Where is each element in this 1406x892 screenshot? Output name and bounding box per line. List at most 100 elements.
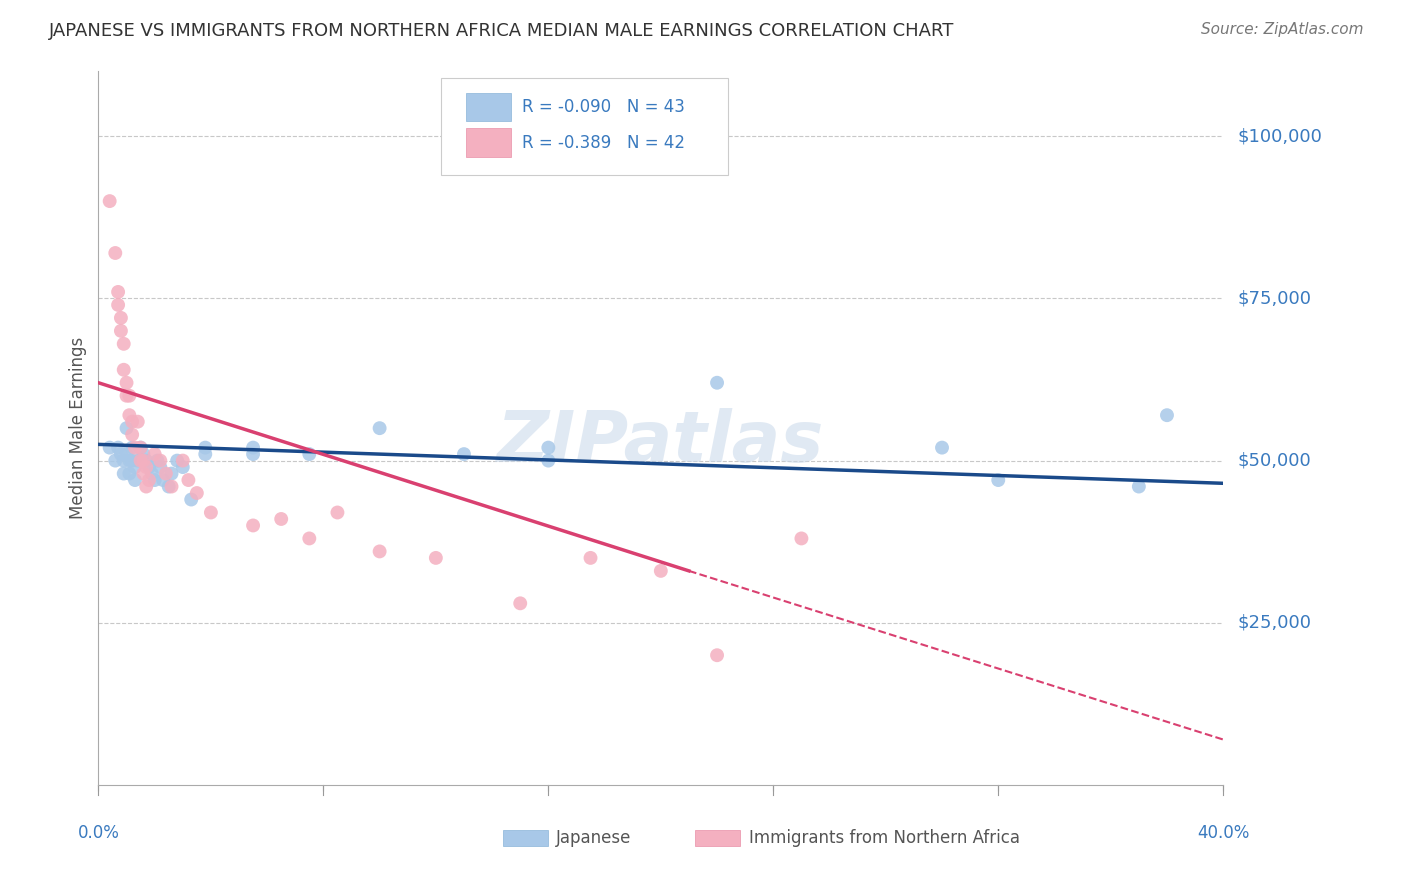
Point	[107, 285, 129, 299]
Point	[110, 310, 132, 325]
Point	[180, 492, 202, 507]
Point	[127, 415, 149, 429]
Point	[242, 447, 264, 461]
Text: $100,000: $100,000	[1237, 128, 1322, 145]
Point	[152, 473, 174, 487]
Text: R = -0.090   N = 43: R = -0.090 N = 43	[523, 98, 685, 116]
Point	[124, 473, 146, 487]
Point	[107, 441, 129, 455]
Point	[121, 441, 143, 455]
Point	[121, 415, 143, 429]
Point	[118, 389, 141, 403]
Point	[98, 441, 121, 455]
Point	[115, 376, 138, 390]
Point	[537, 453, 560, 467]
Point	[132, 467, 155, 481]
Point	[1156, 408, 1178, 422]
Point	[706, 376, 728, 390]
Point	[138, 460, 160, 475]
Point	[118, 408, 141, 422]
Point	[326, 506, 349, 520]
Point	[135, 460, 157, 475]
Point	[118, 453, 141, 467]
Point	[143, 447, 166, 461]
Point	[298, 532, 321, 546]
FancyBboxPatch shape	[467, 128, 512, 157]
Point	[650, 564, 672, 578]
Text: $25,000: $25,000	[1237, 614, 1312, 632]
Point	[160, 479, 183, 493]
Point	[138, 473, 160, 487]
Point	[146, 453, 169, 467]
Point	[425, 550, 447, 565]
FancyBboxPatch shape	[441, 78, 728, 175]
Point	[987, 473, 1010, 487]
Point	[118, 467, 141, 481]
Text: 40.0%: 40.0%	[1197, 824, 1250, 842]
Point	[104, 246, 127, 260]
FancyBboxPatch shape	[467, 93, 512, 121]
Point	[115, 389, 138, 403]
Point	[110, 447, 132, 461]
Point	[157, 479, 180, 493]
Point	[155, 467, 177, 481]
Point	[270, 512, 292, 526]
Point	[149, 460, 172, 475]
FancyBboxPatch shape	[503, 830, 548, 846]
Point	[1128, 479, 1150, 493]
Point	[127, 453, 149, 467]
Point	[200, 506, 222, 520]
Point	[115, 421, 138, 435]
Point	[194, 447, 217, 461]
Point	[242, 518, 264, 533]
Point	[135, 479, 157, 493]
Point	[124, 460, 146, 475]
Point	[172, 460, 194, 475]
Point	[194, 441, 217, 455]
Text: Immigrants from Northern Africa: Immigrants from Northern Africa	[748, 829, 1019, 847]
Text: 0.0%: 0.0%	[77, 824, 120, 842]
Point	[110, 324, 132, 338]
Point	[124, 441, 146, 455]
Point	[132, 453, 155, 467]
Point	[141, 467, 163, 481]
Point	[112, 336, 135, 351]
Text: ZIPatlas: ZIPatlas	[498, 408, 824, 477]
Point	[132, 447, 155, 461]
Point	[129, 441, 152, 455]
Point	[298, 447, 321, 461]
Point	[112, 453, 135, 467]
Point	[177, 473, 200, 487]
Point	[112, 467, 135, 481]
Point	[368, 421, 391, 435]
Point	[368, 544, 391, 558]
Point	[107, 298, 129, 312]
Text: $75,000: $75,000	[1237, 289, 1312, 308]
Text: R = -0.389   N = 42: R = -0.389 N = 42	[523, 134, 686, 152]
Point	[104, 453, 127, 467]
Point	[537, 441, 560, 455]
Point	[135, 453, 157, 467]
Text: $50,000: $50,000	[1237, 451, 1310, 469]
Point	[160, 467, 183, 481]
Point	[172, 453, 194, 467]
FancyBboxPatch shape	[695, 830, 740, 846]
Point	[453, 447, 475, 461]
Text: Source: ZipAtlas.com: Source: ZipAtlas.com	[1201, 22, 1364, 37]
Point	[115, 447, 138, 461]
Point	[149, 453, 172, 467]
Point	[98, 194, 121, 208]
Point	[121, 427, 143, 442]
Point	[112, 363, 135, 377]
Point	[143, 473, 166, 487]
Point	[509, 596, 531, 610]
Point	[579, 550, 602, 565]
Text: Japanese: Japanese	[557, 829, 631, 847]
Y-axis label: Median Male Earnings: Median Male Earnings	[69, 337, 87, 519]
Point	[129, 441, 152, 455]
Point	[242, 441, 264, 455]
Point	[790, 532, 813, 546]
Text: JAPANESE VS IMMIGRANTS FROM NORTHERN AFRICA MEDIAN MALE EARNINGS CORRELATION CHA: JAPANESE VS IMMIGRANTS FROM NORTHERN AFR…	[49, 22, 955, 40]
Point	[931, 441, 953, 455]
Point	[129, 453, 152, 467]
